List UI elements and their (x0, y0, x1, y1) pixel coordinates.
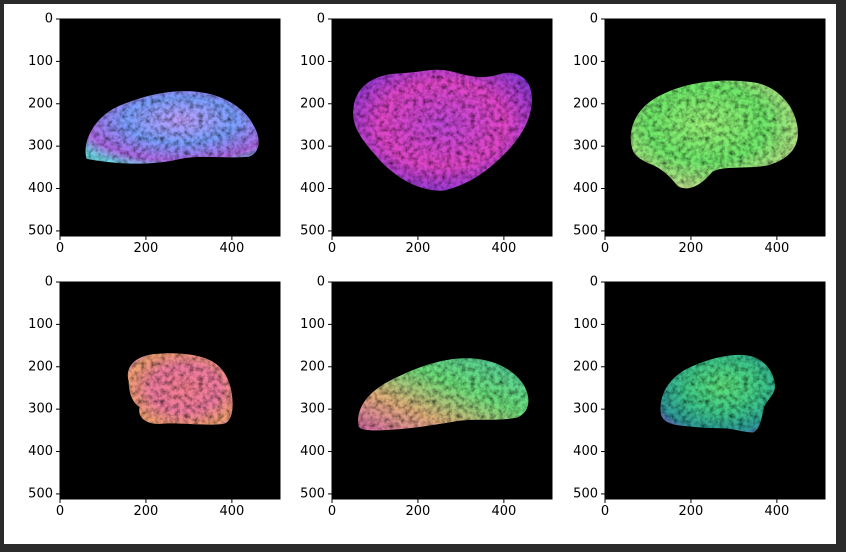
y-tick-label: 100 (573, 54, 598, 69)
y-tick-label: 500 (300, 486, 325, 501)
x-tick-label: 200 (679, 504, 704, 519)
x-tick-label: 0 (328, 241, 336, 256)
y-tick-label: 100 (28, 317, 53, 332)
y-tick-label: 300 (28, 402, 53, 417)
axes-frame (59, 281, 281, 500)
y-tick-label: 200 (573, 96, 598, 111)
x-tick-label: 0 (601, 504, 609, 519)
y-tick-label: 0 (317, 12, 325, 27)
x-tick-label: 400 (219, 241, 244, 256)
axes-frame (331, 18, 553, 237)
x-tick-label: 400 (764, 504, 789, 519)
x-tick-label: 0 (56, 241, 64, 256)
y-tick-label: 300 (573, 139, 598, 154)
y-tick-label: 500 (28, 223, 53, 238)
x-tick-label: 200 (134, 504, 159, 519)
brain-render (85, 91, 259, 164)
x-tick-label: 200 (679, 241, 704, 256)
y-tick-label: 400 (573, 444, 598, 459)
y-tick-label: 400 (300, 181, 325, 196)
x-tick-label: 400 (491, 241, 516, 256)
brain-render (353, 69, 532, 191)
y-tick-label: 400 (28, 181, 53, 196)
x-tick-label: 0 (328, 504, 336, 519)
axes-frame (331, 281, 553, 500)
y-tick-label: 400 (300, 444, 325, 459)
brain-render (127, 353, 233, 425)
x-tick-label: 0 (601, 241, 609, 256)
brain-render (660, 354, 776, 433)
y-tick-label: 300 (573, 402, 598, 417)
y-tick-label: 200 (28, 359, 53, 374)
y-tick-label: 400 (573, 181, 598, 196)
y-tick-label: 400 (28, 444, 53, 459)
y-tick-label: 0 (590, 275, 598, 290)
x-tick-label: 0 (56, 504, 64, 519)
y-tick-label: 100 (573, 317, 598, 332)
y-tick-label: 500 (300, 223, 325, 238)
x-tick-label: 400 (764, 241, 789, 256)
y-tick-label: 200 (300, 96, 325, 111)
x-tick-label: 200 (406, 504, 431, 519)
y-tick-label: 100 (300, 317, 325, 332)
y-tick-label: 200 (300, 359, 325, 374)
y-tick-label: 300 (300, 402, 325, 417)
brain-render (358, 358, 529, 431)
y-tick-label: 500 (573, 223, 598, 238)
y-tick-label: 200 (573, 359, 598, 374)
figure: 0 100 200 300 400 500 0 200 400 0 100 200 300 400 500 0… (4, 4, 836, 544)
x-tick-label: 400 (219, 504, 244, 519)
y-tick-label: 100 (300, 54, 325, 69)
axes-frame (59, 18, 281, 237)
y-tick-label: 300 (28, 139, 53, 154)
y-tick-label: 200 (28, 96, 53, 111)
y-tick-label: 0 (317, 275, 325, 290)
x-tick-label: 200 (134, 241, 159, 256)
y-tick-label: 300 (300, 139, 325, 154)
axes-frame (604, 18, 826, 237)
y-tick-label: 0 (590, 12, 598, 27)
axes-frame (604, 281, 826, 500)
y-tick-label: 500 (28, 486, 53, 501)
brain-render (630, 80, 798, 189)
y-tick-label: 0 (45, 275, 53, 290)
y-tick-label: 0 (45, 12, 53, 27)
x-tick-label: 200 (406, 241, 431, 256)
x-tick-label: 400 (491, 504, 516, 519)
y-tick-label: 500 (573, 486, 598, 501)
y-tick-label: 100 (28, 54, 53, 69)
